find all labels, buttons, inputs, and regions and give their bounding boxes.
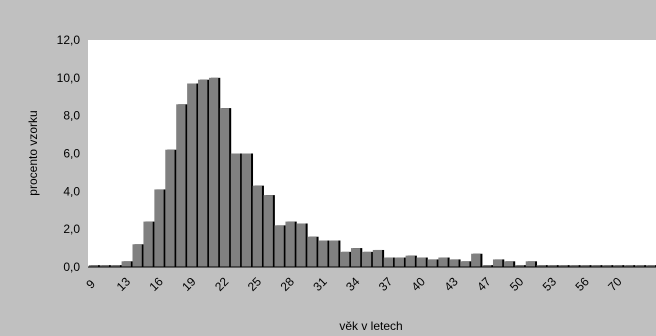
- bar: [350, 248, 361, 267]
- bar: [285, 221, 295, 267]
- bar: [154, 189, 164, 267]
- bar: [143, 221, 153, 267]
- y-tick-label: 10,0: [57, 71, 81, 85]
- bar: [547, 265, 557, 267]
- bar: [405, 255, 415, 267]
- bar: [274, 225, 284, 267]
- bar: [503, 261, 514, 267]
- bar: [449, 259, 459, 267]
- bar: [624, 265, 634, 267]
- bar: [591, 265, 601, 267]
- bar: [613, 265, 623, 267]
- bar: [252, 185, 262, 267]
- y-tick-label: 8,0: [63, 109, 80, 123]
- bar: [525, 261, 536, 267]
- bar: [165, 149, 175, 267]
- bar: [263, 195, 273, 267]
- bar: [460, 261, 470, 267]
- bar: [427, 259, 437, 267]
- bar: [482, 265, 492, 267]
- bar: [241, 153, 252, 267]
- bar: [416, 257, 426, 267]
- bar: [296, 223, 306, 267]
- bar: [514, 265, 525, 267]
- bar: [580, 265, 590, 267]
- bar: [471, 253, 481, 267]
- bar: [307, 236, 317, 267]
- bar: [536, 265, 546, 267]
- y-tick-label: 2,0: [63, 222, 80, 236]
- bar: [318, 240, 328, 267]
- y-tick-label: 4,0: [63, 184, 80, 198]
- bars-group: [88, 77, 656, 267]
- bar: [569, 265, 579, 267]
- y-axis-ticks: 0,0 2,0 4,0 6,0 8,0 10,0 12,0: [57, 33, 81, 274]
- bar: [219, 108, 230, 267]
- bar: [198, 79, 208, 267]
- bar: [132, 244, 142, 267]
- bar: [372, 249, 383, 267]
- y-axis-title: procento vzorku: [26, 110, 40, 195]
- bar: [329, 240, 339, 267]
- bar: [558, 265, 568, 267]
- bar: [110, 265, 120, 267]
- bar: [208, 77, 219, 267]
- bar: [88, 265, 99, 267]
- bar: [438, 257, 448, 267]
- bar: [602, 265, 612, 267]
- y-tick-label: 12,0: [57, 33, 81, 47]
- x-axis-title: věk v letech: [339, 319, 402, 333]
- bar: [176, 104, 186, 267]
- bar: [383, 257, 394, 267]
- y-tick-label: 6,0: [63, 147, 80, 161]
- bar: [492, 259, 503, 267]
- bar: [121, 261, 131, 267]
- bar: [394, 257, 404, 267]
- bar: [340, 251, 350, 267]
- bar: [99, 265, 110, 267]
- bar: [230, 153, 241, 267]
- bar: [361, 251, 372, 267]
- bar: [645, 265, 656, 267]
- bar: [634, 265, 645, 267]
- bar: [187, 83, 197, 267]
- y-tick-label: 0,0: [63, 260, 80, 274]
